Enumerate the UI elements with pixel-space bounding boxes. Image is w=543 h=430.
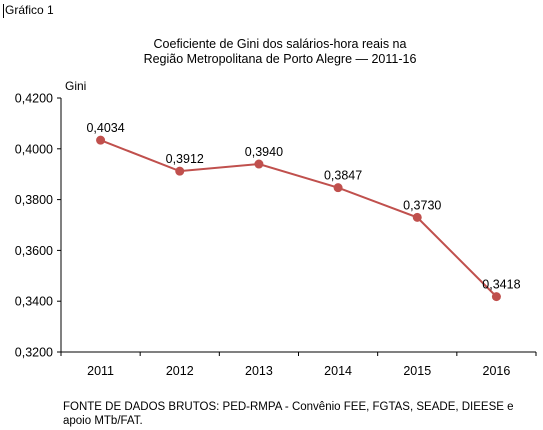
x-tick-label: 2013 bbox=[245, 364, 273, 378]
data-point bbox=[491, 292, 501, 302]
data-point bbox=[96, 135, 106, 145]
data-label: 0,3730 bbox=[403, 198, 441, 212]
data-label: 0,3940 bbox=[245, 145, 283, 159]
series-line bbox=[100, 139, 498, 298]
data-point bbox=[175, 166, 185, 176]
chart-title-line1: Coeficiente de Gini dos salários-hora re… bbox=[153, 37, 407, 51]
data-point bbox=[333, 183, 343, 193]
x-tick-label: 2011 bbox=[87, 364, 114, 378]
y-tick-label: 0,3800 bbox=[15, 193, 53, 207]
x-tick-label: 2015 bbox=[403, 364, 431, 378]
text-cursor bbox=[3, 4, 4, 18]
data-label: 0,3912 bbox=[166, 152, 204, 166]
y-tick-label: 0,4200 bbox=[15, 92, 53, 106]
data-label: 0,3418 bbox=[482, 278, 520, 292]
y-tick-label: 0,3400 bbox=[15, 295, 53, 309]
figure-label: Gráfico 1 bbox=[3, 3, 54, 18]
figure-label-text: Gráfico 1 bbox=[5, 3, 54, 17]
data-point bbox=[412, 212, 422, 222]
y-axis-label: Gini bbox=[65, 79, 86, 93]
source-line1: FONTE DE DADOS BRUTOS: PED-RMPA - Convên… bbox=[63, 401, 514, 413]
x-tick-label: 2012 bbox=[166, 364, 194, 378]
y-tick-label: 0,4000 bbox=[15, 142, 53, 156]
y-tick-label: 0,3600 bbox=[15, 244, 53, 258]
x-tick-label: 2014 bbox=[324, 364, 352, 378]
data-label: 0,4034 bbox=[86, 121, 124, 135]
data-label: 0,3847 bbox=[324, 169, 362, 183]
chart-title-line2: Região Metropolitana de Porto Alegre — 2… bbox=[143, 52, 417, 66]
source-note: FONTE DE DADOS BRUTOS: PED-RMPA - Convên… bbox=[63, 400, 543, 428]
y-tick-label: 0,3200 bbox=[15, 346, 53, 360]
x-tick-label: 2016 bbox=[483, 364, 511, 378]
data-point bbox=[254, 159, 264, 169]
source-line2: apoio MTb/FAT. bbox=[63, 415, 143, 427]
